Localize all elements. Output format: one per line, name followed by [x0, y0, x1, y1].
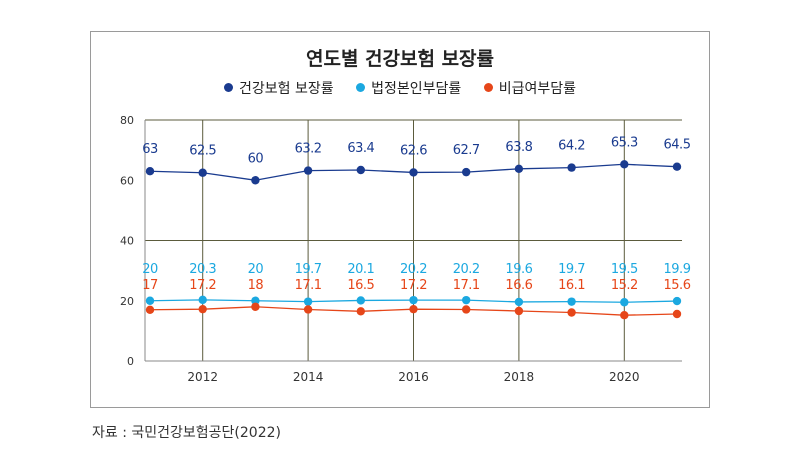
- data-point-s2-2017: [462, 295, 471, 305]
- data-point-s2-2019: [567, 297, 576, 306]
- data-label-s3-2011: 17: [142, 278, 158, 293]
- data-label-s3-2012: 17.2: [189, 278, 216, 293]
- data-point-s3-2021: [672, 309, 682, 319]
- data-point-s3-2018: [514, 306, 524, 316]
- data-point-s3-2019: [567, 308, 576, 317]
- data-point-s1-2018: [514, 164, 524, 174]
- y-tick-label-60: 60: [120, 174, 134, 187]
- data-point-s1-2011: [145, 167, 155, 176]
- data-point-s1-2015: [356, 165, 365, 175]
- data-label-s2-2017: 20.2: [453, 262, 480, 277]
- data-label-s3-2017: 17.1: [453, 278, 480, 293]
- data-point-s1-2012: [198, 168, 207, 177]
- y-tick-label-20: 20: [120, 295, 134, 308]
- data-point-s2-2012: [198, 295, 207, 305]
- data-point-s1-2017: [462, 167, 471, 177]
- data-label-s3-2020: 15.2: [611, 278, 638, 293]
- data-point-s2-2021: [672, 296, 682, 306]
- data-label-s3-2021: 15.6: [664, 278, 691, 293]
- data-label-s2-2016: 20.2: [400, 262, 427, 277]
- data-point-s1-2020: [620, 160, 629, 169]
- data-label-s2-2018: 19.6: [505, 262, 532, 277]
- data-label-s2-2020: 19.5: [611, 262, 638, 277]
- data-label-s2-2014: 19.7: [295, 262, 322, 277]
- data-label-s3-2013: 18: [248, 278, 264, 293]
- data-label-s2-2019: 19.7: [558, 262, 585, 277]
- data-point-s3-2014: [303, 305, 313, 314]
- legend-label-statutory: 법정본인부담률: [371, 81, 462, 97]
- data-label-s1-2013: 60: [248, 151, 264, 166]
- chart-legend: 건강보험 보장률 법정본인부담률 비급여부담률: [0, 78, 800, 98]
- data-label-s1-2012: 62.5: [189, 144, 216, 159]
- legend-item-coverage: 건강보험 보장률: [224, 78, 334, 98]
- data-point-s2-2018: [514, 297, 524, 307]
- data-point-s1-2019: [567, 163, 576, 172]
- data-point-s1-2013: [251, 176, 260, 185]
- y-tick-label-80: 80: [120, 114, 134, 127]
- data-label-s1-2018: 63.8: [505, 140, 532, 155]
- data-label-s1-2020: 65.3: [611, 135, 638, 150]
- data-point-s3-2012: [198, 304, 207, 314]
- data-label-s1-2014: 63.2: [295, 142, 322, 157]
- data-label-s2-2011: 20: [142, 262, 158, 277]
- data-label-s1-2015: 63.4: [347, 141, 374, 156]
- data-point-s3-2017: [462, 305, 471, 314]
- data-label-s1-2016: 62.6: [400, 143, 427, 158]
- data-label-s1-2017: 62.7: [453, 143, 480, 158]
- chart-frame: [90, 31, 710, 408]
- data-label-s2-2013: 20: [248, 262, 264, 277]
- data-label-s2-2021: 19.9: [664, 262, 691, 277]
- data-label-s3-2015: 16.5: [347, 278, 374, 293]
- data-point-s2-2020: [620, 298, 629, 307]
- x-tick-label-2018: 2018: [504, 370, 535, 384]
- data-label-s3-2014: 17.1: [295, 278, 322, 293]
- data-label-s2-2015: 20.1: [347, 262, 374, 277]
- data-label-s3-2018: 16.6: [505, 278, 532, 293]
- x-tick-label-2020: 2020: [609, 370, 640, 384]
- legend-marker-statutory: [356, 83, 366, 92]
- data-point-s2-2014: [303, 297, 313, 306]
- data-point-s3-2011: [145, 305, 155, 314]
- legend-label-noncovered: 비급여부담률: [498, 81, 576, 97]
- data-label-s3-2016: 17.2: [400, 278, 427, 293]
- data-point-s3-2016: [409, 304, 418, 314]
- x-tick-label-2012: 2012: [187, 370, 218, 384]
- source-note: 자료 : 국민건강보험공단(2022): [92, 425, 281, 441]
- y-tick-label-0: 0: [127, 355, 134, 368]
- chart-title: 연도별 건강보험 보장률: [305, 48, 495, 70]
- data-point-s2-2013: [251, 296, 260, 305]
- data-point-s1-2014: [303, 166, 313, 175]
- x-tick-label-2016: 2016: [398, 370, 429, 384]
- legend-label-coverage: 건강보험 보장률: [239, 81, 334, 97]
- data-label-s1-2019: 64.2: [558, 139, 585, 154]
- data-point-s1-2016: [409, 168, 418, 177]
- data-point-s1-2021: [672, 162, 682, 171]
- x-tick-label-2014: 2014: [293, 370, 324, 384]
- data-point-s3-2015: [356, 307, 365, 316]
- legend-marker-coverage: [224, 83, 233, 92]
- data-label-s3-2019: 16.1: [558, 278, 585, 293]
- legend-marker-noncovered: [483, 83, 493, 92]
- legend-item-noncovered: 비급여부담률: [483, 78, 576, 98]
- data-point-s2-2015: [356, 296, 365, 305]
- data-label-s1-2021: 64.5: [664, 138, 691, 153]
- legend-item-statutory: 법정본인부담률: [356, 78, 461, 98]
- data-point-s3-2020: [620, 311, 629, 320]
- data-point-s3-2013: [251, 302, 260, 311]
- y-tick-label-40: 40: [120, 235, 134, 248]
- data-point-s2-2011: [145, 296, 155, 305]
- data-label-s2-2012: 20.3: [189, 262, 216, 277]
- data-point-s2-2016: [409, 295, 418, 305]
- data-label-s1-2011: 63: [142, 142, 158, 157]
